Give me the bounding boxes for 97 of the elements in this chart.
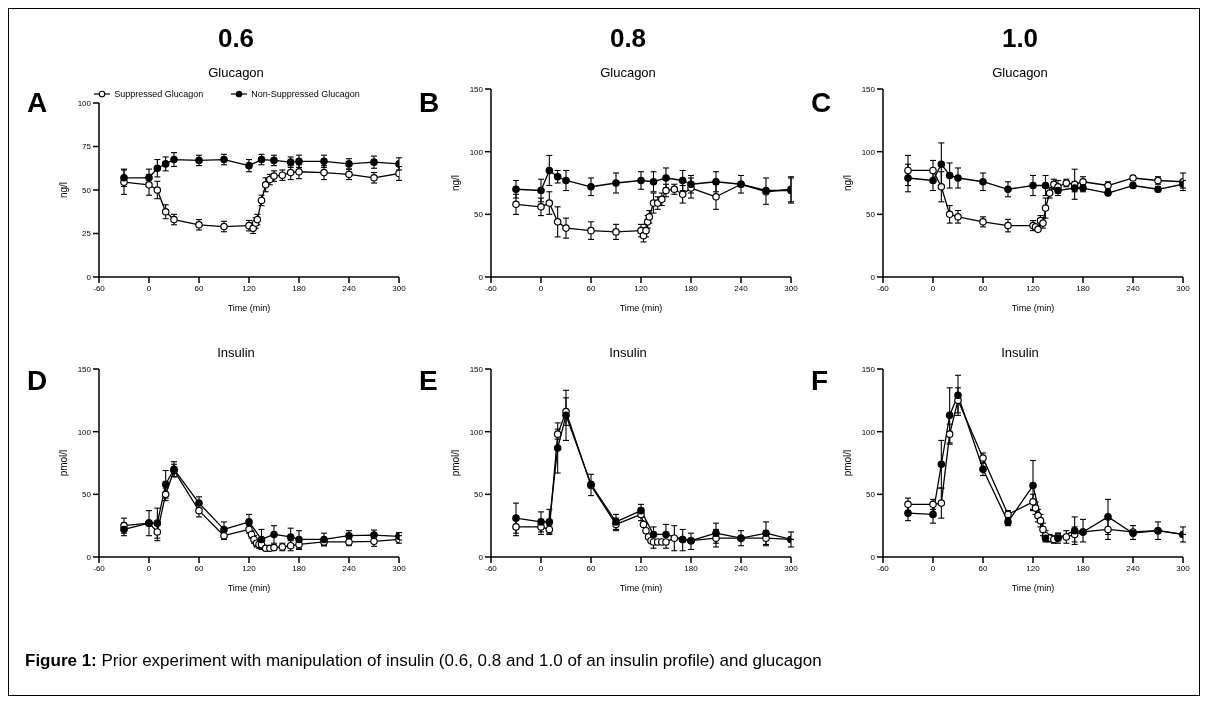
- x-tick-label: -60: [93, 563, 106, 573]
- text: A: [27, 87, 48, 119]
- x-tick-label: 60: [978, 563, 988, 573]
- y-tick-label: 50: [866, 210, 876, 220]
- y-axis-title: ng/l: [57, 181, 69, 199]
- x-tick-label: 240: [342, 283, 357, 293]
- chart-title: Insulin: [1000, 345, 1040, 360]
- y-tick-label: 75: [82, 142, 92, 152]
- x-tick-label: -60: [485, 563, 498, 573]
- y-tick-label: 0: [478, 552, 484, 562]
- y-tick-label: 0: [870, 272, 876, 282]
- x-tick-label: -60: [485, 283, 498, 293]
- x-axis-title: Time (min): [619, 303, 663, 313]
- chart-title: Insulin: [216, 345, 256, 360]
- x-tick-label: 240: [734, 563, 749, 573]
- x-axis-title: Time (min): [1011, 303, 1055, 313]
- y-tick-label: 150: [469, 364, 484, 374]
- x-tick-label: 60: [194, 563, 204, 573]
- y-axis-title: pmol/l: [57, 449, 69, 477]
- x-tick-label: 180: [292, 283, 307, 293]
- x-tick-label: 240: [734, 283, 749, 293]
- x-tick-label: 0: [538, 283, 544, 293]
- x-tick-label: 0: [930, 563, 936, 573]
- x-tick-label: 180: [1076, 283, 1091, 293]
- x-tick-label: 120: [242, 563, 257, 573]
- y-tick-label: 0: [86, 272, 92, 282]
- x-tick-label: 120: [242, 283, 257, 293]
- y-tick-label: 0: [870, 552, 876, 562]
- x-axis-title: Time (min): [619, 583, 663, 593]
- x-tick-label: 300: [784, 283, 799, 293]
- x-tick-label: 120: [1026, 283, 1041, 293]
- x-tick-label: -60: [877, 563, 890, 573]
- y-tick-label: 0: [478, 272, 484, 282]
- x-tick-label: 300: [1176, 563, 1191, 573]
- text: F: [811, 365, 829, 397]
- x-tick-label: -60: [93, 283, 106, 293]
- y-tick-label: 150: [469, 84, 484, 94]
- x-tick-label: 300: [392, 283, 407, 293]
- x-axis-title: Time (min): [227, 303, 271, 313]
- chart-title: Glucagon: [207, 65, 265, 80]
- y-tick-label: 100: [861, 147, 876, 157]
- y-axis-title: pmol/l: [449, 449, 461, 477]
- text: C: [811, 87, 832, 119]
- x-tick-label: 180: [1076, 563, 1091, 573]
- caption: Figure 1: Prior experiment with manipulation of insulin (0.6, 0.8 and 1.0 of an insulin profile) and glucagon: [25, 651, 822, 671]
- y-tick-label: 100: [469, 147, 484, 157]
- x-tick-label: 60: [194, 283, 204, 293]
- y-axis-title: ng/l: [841, 174, 853, 192]
- x-tick-label: 120: [634, 283, 649, 293]
- y-tick-label: 50: [82, 185, 92, 195]
- y-tick-label: 50: [82, 490, 92, 500]
- text: 0.6: [216, 23, 256, 54]
- x-tick-label: 0: [538, 563, 544, 573]
- text: B: [419, 87, 440, 119]
- x-tick-label: -60: [877, 283, 890, 293]
- y-tick-label: 25: [82, 229, 92, 239]
- y-tick-label: 50: [474, 210, 484, 220]
- y-tick-label: 100: [469, 427, 484, 437]
- y-tick-label: 100: [861, 427, 876, 437]
- y-tick-label: 100: [77, 98, 92, 108]
- x-tick-label: 60: [978, 283, 988, 293]
- chart-title: Insulin: [608, 345, 648, 360]
- legend-label: Non-Suppressed Glucagon: [251, 89, 360, 99]
- y-tick-label: 150: [77, 364, 92, 374]
- legend-label: Suppressed Glucagon: [114, 89, 204, 99]
- x-tick-label: 0: [146, 283, 152, 293]
- y-tick-label: 150: [861, 364, 876, 374]
- y-tick-label: 50: [474, 490, 484, 500]
- y-tick-label: 100: [77, 427, 92, 437]
- x-tick-label: 180: [684, 563, 699, 573]
- y-tick-label: 150: [861, 84, 876, 94]
- chart-title: Glucagon: [599, 65, 657, 80]
- x-tick-label: 300: [392, 563, 407, 573]
- x-tick-label: 180: [684, 283, 699, 293]
- text: D: [27, 365, 48, 397]
- x-tick-label: 120: [634, 563, 649, 573]
- x-tick-label: 120: [1026, 563, 1041, 573]
- y-tick-label: 0: [86, 552, 92, 562]
- x-tick-label: 300: [784, 563, 799, 573]
- x-tick-label: 240: [1126, 563, 1141, 573]
- text: 0.8: [608, 23, 648, 54]
- x-tick-label: 60: [586, 283, 596, 293]
- x-tick-label: 240: [342, 563, 357, 573]
- x-tick-label: 300: [1176, 283, 1191, 293]
- x-tick-label: 60: [586, 563, 596, 573]
- x-tick-label: 0: [146, 563, 152, 573]
- x-tick-label: 240: [1126, 283, 1141, 293]
- x-axis-title: Time (min): [227, 583, 271, 593]
- y-axis-title: pmol/l: [841, 449, 853, 477]
- x-axis-title: Time (min): [1011, 583, 1055, 593]
- x-tick-label: 180: [292, 563, 307, 573]
- text: E: [419, 365, 438, 397]
- y-tick-label: 50: [866, 490, 876, 500]
- text: 1.0: [1000, 23, 1040, 54]
- x-tick-label: 0: [930, 283, 936, 293]
- y-axis-title: ng/l: [449, 174, 461, 192]
- chart-title: Glucagon: [991, 65, 1049, 80]
